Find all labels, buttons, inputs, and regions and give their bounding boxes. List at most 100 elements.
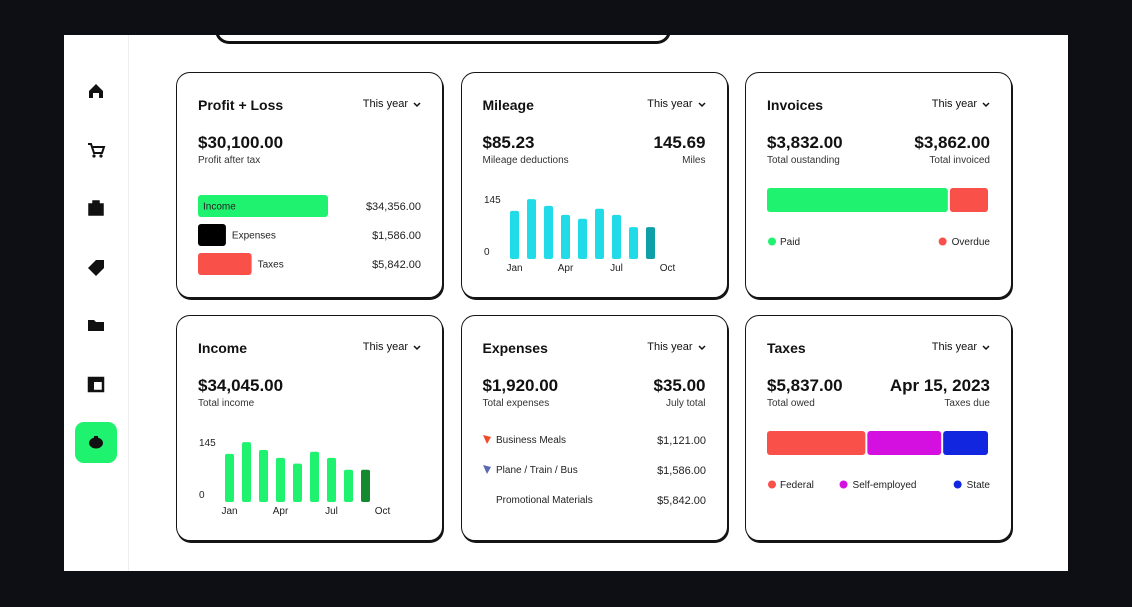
bar-chart: 0 145 Jan Apr Jul Oct [484, 195, 675, 274]
bar [577, 218, 587, 259]
chevron-path [982, 345, 990, 351]
bar [560, 214, 570, 259]
period-dropdown[interactable]: This year [362, 341, 408, 353]
home-icon[interactable] [89, 84, 103, 98]
breakdown-bar [198, 195, 328, 217]
card-title: Taxes [767, 340, 806, 356]
stat-value: $5,837.00 [767, 376, 843, 395]
card-title: Invoices [767, 97, 824, 113]
y-tick-label: 145 [484, 195, 501, 206]
period-dropdown[interactable]: This year [647, 341, 693, 353]
stat-label: July total [666, 398, 706, 409]
stat-label: Mileage deductions [482, 155, 569, 166]
x-tick-label: Oct [659, 263, 675, 274]
legend-dot [768, 237, 776, 246]
period-dropdown[interactable]: This year [931, 341, 977, 353]
x-tick-label: Apr [273, 506, 289, 517]
bar [526, 199, 536, 259]
bar [611, 214, 621, 259]
item-amount: $5,842.00 [657, 495, 706, 507]
expense-list: Business Meals $1,121.00 Plane / Train / B… [482, 435, 706, 507]
breakdown: Income $34,356.00 Expenses $1,586.00 Taxes $5… [198, 195, 421, 275]
briefcase-icon[interactable] [88, 200, 104, 216]
card-title: Expenses [482, 340, 548, 356]
split-segment [943, 431, 988, 455]
card: Invoices This year $3,832.00 Total oustandi… [745, 72, 1012, 298]
item-amount: $1,121.00 [657, 435, 706, 447]
cart-icon[interactable] [88, 143, 106, 154]
bar [259, 449, 268, 502]
stat-label: Miles [682, 155, 706, 166]
chevron [697, 345, 706, 351]
item-label: Plane / Train / Bus [496, 465, 578, 476]
stat-value: $85.23 [482, 133, 535, 152]
stat-label: Total income [198, 398, 255, 409]
split-bar: Paid Overdue [767, 188, 990, 248]
legend-label: Paid [780, 237, 800, 248]
piggy-icon [89, 437, 103, 449]
x-tick-label: Apr [557, 263, 573, 274]
item-icon [482, 465, 491, 474]
breakdown-label: Income [203, 202, 236, 213]
split-segment [949, 188, 988, 212]
bar [327, 457, 336, 502]
bar [361, 469, 370, 502]
chevron [413, 102, 421, 108]
app-window: Profit + Loss This year $30,100.00 Profit a… [64, 35, 1068, 571]
legend-dot [768, 480, 776, 489]
bar [344, 469, 353, 502]
period-dropdown[interactable]: This year [647, 98, 693, 110]
stat-value: $35.00 [653, 376, 706, 395]
card-title: Profit + Loss [198, 97, 284, 113]
stat-label: Total oustanding [767, 155, 840, 166]
card: Taxes This year $5,837.00 Total owed Apr 15,… [745, 315, 1012, 541]
stat-label: Profit after tax [198, 155, 261, 166]
chevron-path [413, 102, 421, 108]
bar [645, 227, 655, 259]
item-label: Promotional Materials [496, 495, 593, 506]
card-title: Income [198, 340, 248, 356]
sidebar-icons [75, 84, 117, 463]
breakdown-amount: $34,356.00 [366, 201, 421, 213]
card: Income This year $34,045.00 Total income 0 14… [176, 315, 443, 541]
bar [594, 208, 604, 259]
stat-label: Taxes due [944, 398, 990, 409]
x-tick-label: Jul [610, 263, 623, 274]
sidebar [64, 35, 129, 571]
split-segment [767, 188, 948, 212]
legend-label: Federal [780, 480, 814, 491]
legend-label: State [967, 480, 991, 491]
bar [225, 453, 234, 502]
x-tick-label: Jul [325, 506, 338, 517]
period-dropdown[interactable]: This year [931, 98, 977, 110]
stat-value: $34,045.00 [198, 376, 284, 395]
x-tick-label: Jan [221, 506, 237, 517]
breakdown-bar [198, 224, 226, 246]
chevron [982, 345, 990, 351]
bar [543, 205, 553, 259]
chevron-path [697, 102, 706, 108]
bar [293, 463, 302, 502]
top-panel-edge [215, 35, 671, 44]
legend-dot [953, 480, 962, 489]
x-tick-label: Oct [375, 506, 391, 517]
folder-icon[interactable] [88, 320, 104, 331]
bar [509, 210, 519, 259]
split-segment [767, 431, 866, 455]
legend-label: Self-employed [853, 480, 917, 491]
period-dropdown[interactable]: This year [362, 98, 408, 110]
bar [242, 442, 251, 502]
stat-value: $30,100.00 [198, 133, 284, 152]
stat-value: $3,862.00 [914, 133, 990, 152]
stat-label: Total owed [767, 398, 815, 409]
chevron-path [697, 345, 706, 351]
card: Profit + Loss This year $30,100.00 Profit a… [176, 72, 443, 298]
tag-icon[interactable] [88, 260, 104, 276]
breakdown-label: Expenses [232, 231, 276, 242]
stat-value: 145.69 [653, 133, 706, 152]
card: Expenses This year $1,920.00 Total expenses… [460, 315, 728, 541]
bar [628, 227, 638, 259]
x-tick-label: Jan [506, 263, 522, 274]
card: Mileage This year $85.23 Mileage deductions… [460, 72, 728, 298]
